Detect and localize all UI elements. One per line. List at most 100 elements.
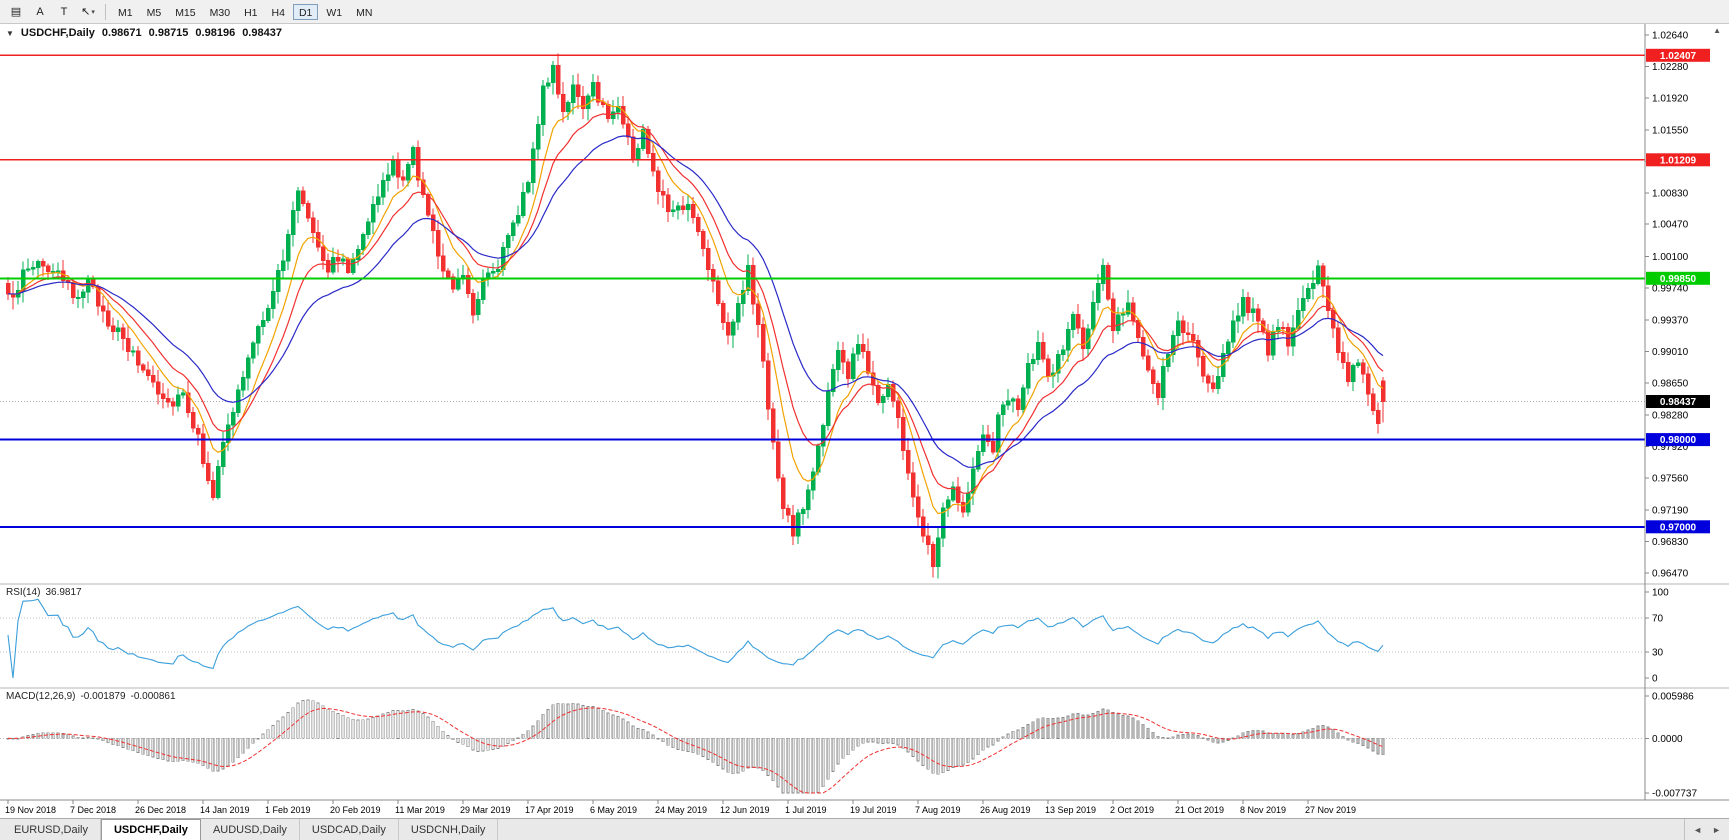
rsi-line <box>7 598 1384 679</box>
macd-axis-label: 0.0000 <box>1652 734 1683 745</box>
timeframe-button-d1[interactable]: D1 <box>292 3 319 20</box>
toolbar-separator <box>105 3 106 20</box>
current-price-badge-text: 0.98437 <box>1660 397 1697 408</box>
hline-badge-1.02407 <box>1646 48 1710 62</box>
rsi-name: RSI(14) <box>6 587 41 598</box>
time-tick-label: 7 Dec 2018 <box>70 805 116 815</box>
hline-badge-1.01209-text: 1.01209 <box>1660 155 1697 166</box>
macd-main-value: -0.001879 <box>80 691 126 702</box>
scale-scroll-up-icon[interactable]: ▲ <box>1713 26 1721 35</box>
rsi-axis-label: 30 <box>1652 648 1664 659</box>
current-price-badge <box>1646 395 1710 408</box>
price-tick-label: 1.01550 <box>1652 126 1689 137</box>
chart-tab-audusd[interactable]: AUDUSD,Daily <box>200 819 300 840</box>
pointer-tool-button[interactable]: ↖ ▾ <box>77 2 99 22</box>
time-tick-label: 14 Jan 2019 <box>200 805 250 815</box>
price-tick-label: 1.00830 <box>1652 188 1689 199</box>
dropdown-caret-icon: ▾ <box>91 8 95 16</box>
timeframe-button-m5[interactable]: M5 <box>146 6 162 19</box>
chart-tab-usdchf[interactable]: USDCHF,Daily <box>100 819 201 840</box>
time-tick-label: 26 Aug 2019 <box>980 805 1031 815</box>
timeframe-button-m30[interactable]: M30 <box>209 6 231 19</box>
timeframe-button-w1[interactable]: W1 <box>326 6 343 19</box>
rsi-value: 36.9817 <box>45 587 82 598</box>
chart-tab-eurusd[interactable]: EURUSD,Daily <box>2 819 101 840</box>
tab-strip: EURUSD,Daily USDCHF,Daily AUDUSD,Daily USDC… <box>0 819 499 840</box>
time-tick-label: 17 Apr 2019 <box>525 805 574 815</box>
tab-nav: ◄ ► <box>1684 819 1729 840</box>
price-tick-label: 0.97920 <box>1652 442 1689 453</box>
price-tick-label: 0.98650 <box>1652 378 1689 389</box>
time-tick-label: 6 May 2019 <box>590 805 637 815</box>
price-tick-label: 0.99010 <box>1652 347 1689 358</box>
hline-badge-0.99850-text: 0.99850 <box>1660 274 1697 285</box>
chart-symbol-label: USDCHF,Daily <box>20 27 95 39</box>
time-tick-label: 24 May 2019 <box>655 805 707 815</box>
chart-quote-header: ▼ USDCHF,Daily 0.98671 0.98715 0.98196 0… <box>6 27 282 39</box>
rsi-axis-label: 70 <box>1652 613 1664 624</box>
time-axis-labels: 19 Nov 2018 7 Dec 2018 26 Dec 2018 14 Jan 2… <box>5 800 1356 815</box>
tool-button-group: ▤ A T ↖ ▾ <box>4 2 100 22</box>
hline-badge-0.97000-text: 0.97000 <box>1660 522 1697 533</box>
timeframe-button-h1[interactable]: H1 <box>244 6 258 19</box>
price-tick-label: 0.97560 <box>1652 474 1689 485</box>
axes-and-separators <box>0 24 1729 801</box>
tab-nav-left-icon[interactable]: ◄ <box>1693 824 1703 835</box>
chart-tab-usdcad[interactable]: USDCAD,Daily <box>299 819 399 840</box>
annotate-t-button[interactable]: T <box>53 2 75 22</box>
time-tick-label: 29 Mar 2019 <box>460 805 511 815</box>
macd-axis-label: 0.005986 <box>1652 692 1694 703</box>
rsi-axis-label: 0 <box>1652 674 1658 685</box>
hline-badge-0.98000 <box>1646 433 1710 447</box>
time-tick-label: 26 Dec 2018 <box>135 805 186 815</box>
price-tick-label: 0.98280 <box>1652 411 1689 422</box>
chart-tab-usdcnh[interactable]: USDCNH,Daily <box>398 819 499 840</box>
time-tick-label: 8 Nov 2019 <box>1240 805 1286 815</box>
price-tick-label: 1.02640 <box>1652 31 1689 42</box>
price-tick-label: 0.97190 <box>1652 506 1689 517</box>
time-tick-label: 12 Jun 2019 <box>720 805 770 815</box>
time-tick-label: 19 Nov 2018 <box>5 805 56 815</box>
chart-windows-button[interactable]: ▤ <box>5 2 27 22</box>
chart-collapse-icon[interactable]: ▼ <box>6 28 14 38</box>
timeframe-button-h4[interactable]: H4 <box>271 6 285 19</box>
annotate-a-button[interactable]: A <box>29 2 51 22</box>
macd-indicator-label: MACD(12,26,9) -0.001879 -0.000861 <box>6 691 176 702</box>
ma-medium-line <box>7 112 1384 494</box>
chart-windows-icon: ▤ <box>10 6 22 18</box>
candlestick-series <box>5 53 1386 579</box>
macd-panel: 0.005986 0.0000 -0.007737 <box>0 692 1697 800</box>
rsi-indicator-label: RSI(14) 36.9817 <box>6 587 82 598</box>
chart-workspace: 1.026401.022801.019201.015501.011901.008… <box>0 24 1729 818</box>
hline-badge-0.99850 <box>1646 271 1710 285</box>
price-tick-label: 1.00100 <box>1652 252 1689 263</box>
ma-slow-line <box>7 135 1384 468</box>
horizontal-level-lines <box>0 54 1645 528</box>
time-tick-label: 13 Sep 2019 <box>1045 805 1096 815</box>
price-badges: 1.02407 1.01209 0.99850 0.98000 0.97000 0.984… <box>1646 48 1710 534</box>
chart-canvas[interactable]: 1.026401.022801.019201.015501.011901.008… <box>0 24 1729 818</box>
timeframe-button-m1[interactable]: M1 <box>118 6 133 19</box>
ma-fast-line <box>7 98 1384 515</box>
top-toolbar: ▤ A T ↖ ▾ M1 M5 M15 M30 H1 H4 D1 W1 MN <box>0 0 1729 24</box>
annotate-t-icon: T <box>60 5 68 18</box>
pointer-tool-icon: ↖ <box>81 6 91 18</box>
timeframe-button-mn[interactable]: MN <box>356 6 373 19</box>
hline-badge-0.97000 <box>1646 520 1710 534</box>
macd-axis-label: -0.007737 <box>1652 789 1697 800</box>
timeframe-button-m15[interactable]: M15 <box>175 6 196 19</box>
price-tick-label: 1.02280 <box>1652 62 1689 73</box>
macd-name: MACD(12,26,9) <box>6 691 76 702</box>
price-tick-label: 0.96470 <box>1652 569 1689 580</box>
tab-nav-right-icon[interactable]: ► <box>1712 824 1721 835</box>
price-axis-labels: 1.026401.022801.019201.015501.011901.008… <box>1645 31 1689 580</box>
rsi-panel: 100 70 30 0 <box>0 588 1669 685</box>
time-tick-label: 2 Oct 2019 <box>1110 805 1154 815</box>
time-tick-label: 1 Jul 2019 <box>785 805 827 815</box>
rsi-axis-label: 100 <box>1652 588 1669 599</box>
annotate-a-icon: A <box>36 5 44 18</box>
chart-tabbar: EURUSD,Daily USDCHF,Daily AUDUSD,Daily USDC… <box>0 818 1729 840</box>
macd-signal-line <box>7 707 1384 794</box>
price-tick-label: 0.99740 <box>1652 283 1689 294</box>
hline-badge-1.01209 <box>1646 153 1710 167</box>
